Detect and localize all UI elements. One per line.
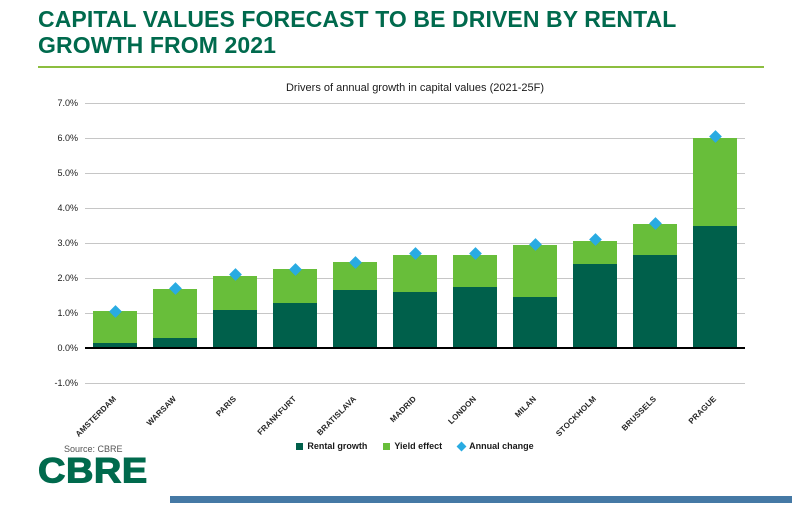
title-underline-rule [38,66,764,68]
gridline [85,138,745,139]
bar-stockholm [573,241,617,348]
gridline [85,173,745,174]
y-axis-tick-label: 4.0% [57,203,78,213]
bar-prague [693,138,737,348]
chart-title: Drivers of annual growth in capital valu… [285,82,545,94]
x-axis-line [85,347,745,349]
segment-rental-growth [393,292,437,348]
bar-bratislava [333,262,377,348]
legend-rental-growth-label: Rental growth [307,441,368,451]
page-title: CAPITAL VALUES FORECAST TO BE DRIVEN BY … [38,6,677,58]
segment-rental-growth [693,225,737,348]
segment-rental-growth [633,255,677,348]
bar-london [453,255,497,348]
bar-brussels [633,223,677,348]
gridline [85,208,745,209]
segment-yield-effect [213,276,257,310]
y-axis-tick-label: -1.0% [54,378,78,388]
y-axis-tick-label: 0.0% [57,343,78,353]
segment-rental-growth [453,286,497,348]
segment-yield-effect [453,255,497,287]
segment-yield-effect [513,244,557,298]
legend-yield-effect-swatch [383,442,391,450]
bar-frankfurt [273,269,317,348]
segment-yield-effect [393,255,437,292]
gridline [85,383,745,384]
legend-rental-growth: Rental growth [296,441,367,451]
segment-rental-growth [93,342,137,348]
legend-annual-change: Annual change [456,441,534,451]
bar-warsaw [153,288,197,348]
source-note: Source: CBRE [64,444,123,454]
y-axis-tick-label: 3.0% [57,238,78,248]
y-axis-tick-label: 5.0% [57,168,78,178]
y-axis-tick-labels: 7.0% 6.0% 5.0% 4.0% 3.0% 2.0% 1.0% 0.0% -1.0% [26,98,78,388]
cbre-logo: CBRE [37,451,148,491]
legend-yield-effect-label: Yield effect [394,441,443,451]
y-axis-tick-label: 2.0% [57,273,78,283]
plot-area: AMSTERDAM WARSAW PARIS FRANKFURT BRATISLAVA M… [74,103,745,439]
segment-rental-growth [333,290,377,348]
y-axis-tick-label: 6.0% [57,133,78,143]
footer-accent-bar [170,496,792,503]
segment-rental-growth [273,302,317,348]
legend-annual-change-label: Annual change [469,441,534,451]
segment-yield-effect [153,288,197,338]
chart-legend: Rental growth Yield effect Annual change [85,439,745,453]
gridline [85,243,745,244]
segment-rental-growth [573,264,617,348]
bar-madrid [393,255,437,348]
y-axis-tick-label: 7.0% [57,98,78,108]
legend-yield-effect: Yield effect [383,441,442,451]
bar-paris [213,276,257,348]
segment-yield-effect [693,138,737,226]
segment-rental-growth [213,309,257,348]
gridline [85,103,745,104]
segment-rental-growth [153,337,197,348]
segment-rental-growth [513,297,557,348]
legend-annual-change-swatch [456,441,467,451]
y-axis-tick-label: 1.0% [57,308,78,318]
bar-milan [513,244,557,348]
segment-yield-effect [573,241,617,264]
legend-rental-growth-swatch [296,442,304,450]
